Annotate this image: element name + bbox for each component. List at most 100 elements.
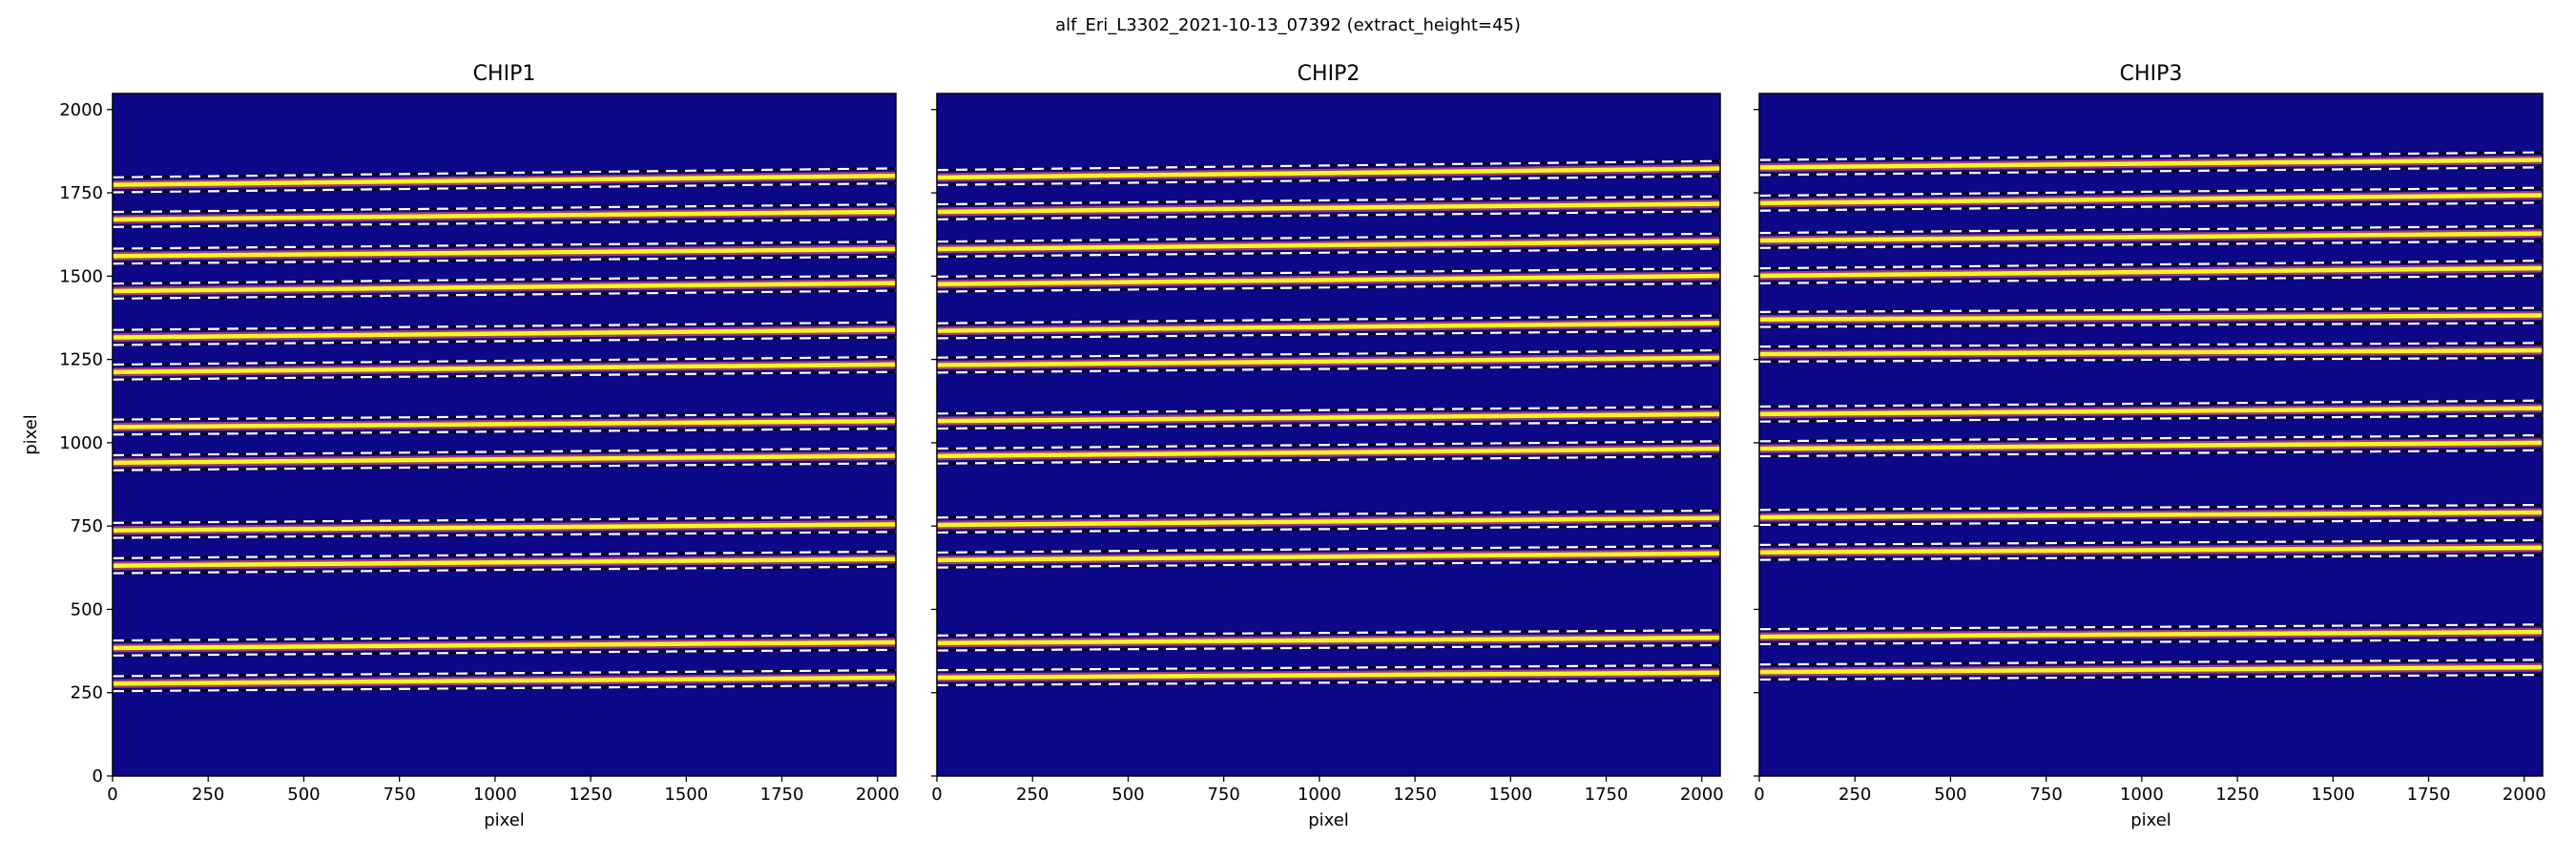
- extraction-bound: [112, 321, 897, 331]
- extraction-bound: [1758, 449, 2544, 458]
- order-trace: [1758, 259, 2544, 284]
- panel-chip2: CHIP2 0 250 500 750 1000 1250 1500 1750 2000 pixel: [931, 62, 1724, 830]
- order-trace: [936, 629, 1721, 652]
- extraction-bound: [112, 355, 897, 367]
- extraction-bound: [112, 412, 897, 421]
- extraction-bound: [936, 195, 1721, 206]
- y-tick-label: 0: [93, 766, 103, 786]
- extraction-bound: [936, 440, 1721, 450]
- x-tick-label: 250: [1016, 785, 1049, 805]
- extraction-bound: [936, 663, 1721, 672]
- y-tick-label: 750: [71, 516, 103, 536]
- y-tick-label: 2000: [59, 100, 103, 120]
- x-tick-label: 0: [107, 785, 117, 805]
- order-trace: [936, 348, 1721, 374]
- extraction-bound: [936, 175, 1721, 186]
- extraction-bound: [936, 329, 1721, 340]
- order-trace: [1758, 433, 2544, 458]
- order-trace: [1758, 306, 2544, 328]
- axes-frame: [936, 93, 1721, 777]
- order-trace: [1758, 503, 2544, 527]
- x-tick-label: 250: [1839, 785, 1871, 805]
- order-trace: [1758, 659, 2544, 681]
- extraction-bound: [936, 282, 1721, 293]
- extraction-bound: [112, 648, 897, 657]
- extraction-bound: [1758, 166, 2544, 177]
- extraction-bound: [1758, 673, 2544, 681]
- order-trace: [112, 515, 897, 539]
- trace-core: [112, 675, 897, 686]
- x-tick-label: 0: [1754, 785, 1764, 805]
- order-trace: [112, 669, 897, 693]
- extraction-bound: [1758, 274, 2544, 284]
- order-trace: [1758, 186, 2544, 212]
- x-tick-label: 1500: [1488, 785, 1532, 805]
- trace-core: [112, 418, 897, 430]
- y-tick-label: 500: [71, 599, 103, 619]
- x-tick-label: 750: [383, 785, 415, 805]
- extraction-bound: [936, 210, 1721, 220]
- x-axis-label: pixel: [484, 810, 525, 830]
- extraction-bound: [112, 336, 897, 346]
- x-tick-label: 2000: [856, 785, 900, 805]
- extraction-bound: [1758, 201, 2544, 212]
- order-trace: [112, 412, 897, 436]
- x-tick-label: 1250: [1393, 785, 1437, 805]
- trace-core: [936, 635, 1721, 645]
- x-tick-label: 1000: [473, 785, 517, 805]
- chart-title: CHIP2: [1298, 62, 1361, 86]
- extraction-bound: [1758, 399, 2544, 409]
- y-tick-label: 1000: [59, 433, 103, 453]
- extraction-bound: [936, 420, 1721, 430]
- order-trace: [936, 314, 1721, 340]
- x-tick-label: 1000: [1298, 785, 1341, 805]
- extraction-bound: [1758, 659, 2544, 666]
- order-trace: [112, 167, 897, 194]
- trace-core: [936, 551, 1721, 563]
- extraction-bound: [1758, 503, 2544, 512]
- trace-core: [936, 239, 1721, 252]
- order-trace: [112, 550, 897, 575]
- extraction-bound: [1758, 538, 2544, 546]
- x-tick-label: 500: [287, 785, 320, 805]
- extraction-bound: [1758, 322, 2544, 328]
- trace-core: [1758, 313, 2544, 322]
- extraction-bound: [112, 202, 897, 214]
- order-trace: [936, 232, 1721, 258]
- trace-core: [112, 209, 897, 222]
- order-trace: [936, 544, 1721, 569]
- trace-core: [936, 273, 1721, 286]
- x-axis-label: pixel: [1308, 810, 1349, 830]
- trace-core: [112, 246, 897, 259]
- extraction-bound: [936, 232, 1721, 243]
- extraction-bound: [112, 565, 897, 575]
- order-trace: [936, 509, 1721, 534]
- extraction-bound: [1758, 259, 2544, 270]
- extraction-bound: [112, 462, 897, 471]
- extraction-bound: [112, 515, 897, 524]
- order-trace: [1758, 224, 2544, 249]
- extraction-bound: [936, 348, 1721, 359]
- extraction-bound: [936, 544, 1721, 555]
- extraction-bound: [112, 370, 897, 381]
- order-trace: [936, 159, 1721, 186]
- trace-core: [112, 453, 897, 466]
- extraction-bound: [112, 181, 897, 194]
- trace-core: [1758, 664, 2544, 675]
- trace-core: [112, 522, 897, 533]
- trace-core: [112, 639, 897, 651]
- trace-core: [936, 201, 1721, 215]
- trace-core: [1758, 510, 2544, 520]
- order-trace: [1758, 342, 2544, 363]
- y-tick-label: 1250: [59, 350, 103, 370]
- x-tick-label: 1750: [2407, 785, 2451, 805]
- order-trace: [1758, 399, 2544, 423]
- trace-core: [112, 362, 897, 375]
- extraction-bound: [112, 289, 897, 300]
- trace-core: [936, 411, 1721, 424]
- x-tick-label: 750: [2029, 785, 2062, 805]
- x-tick-label: 1750: [1585, 785, 1629, 805]
- trace-core: [936, 355, 1721, 367]
- trace-core: [936, 446, 1721, 459]
